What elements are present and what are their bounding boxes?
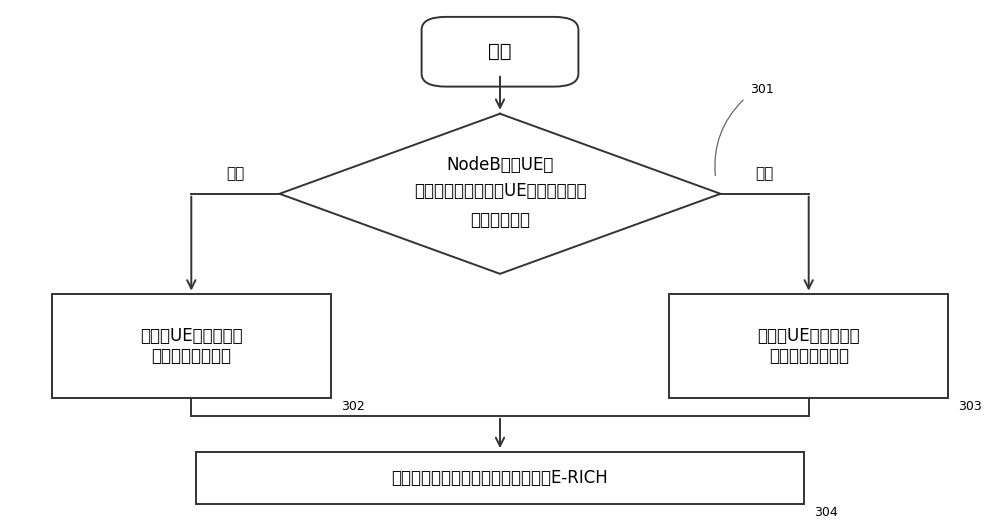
Text: 还是多流传输: 还是多流传输 <box>470 211 530 229</box>
Text: 多流: 多流 <box>755 166 774 181</box>
Text: 秩自适应指示信息: 秩自适应指示信息 <box>151 347 231 365</box>
Text: 开始: 开始 <box>488 42 512 61</box>
Text: NodeB根据UE的: NodeB根据UE的 <box>446 157 554 174</box>
Text: 301: 301 <box>750 83 774 96</box>
Bar <box>196 452 804 504</box>
Text: 302: 302 <box>341 401 364 413</box>
Bar <box>52 295 331 398</box>
Text: 单流: 单流 <box>226 166 245 181</box>
Text: 秩自适应指示信息: 秩自适应指示信息 <box>769 347 849 365</box>
Text: 303: 303 <box>958 401 982 413</box>
Text: 304: 304 <box>814 506 837 519</box>
Text: 生成该UE多流传输的: 生成该UE多流传输的 <box>757 327 860 345</box>
Polygon shape <box>280 114 720 274</box>
Text: 发送承载该用户秩自适应指示信息的E-RICH: 发送承载该用户秩自适应指示信息的E-RICH <box>392 469 608 487</box>
Bar <box>669 295 948 398</box>
FancyBboxPatch shape <box>422 17 578 86</box>
Text: 生成该UE单流传输的: 生成该UE单流传输的 <box>140 327 243 345</box>
Text: 上行信道情况确定该UE采用单流传输: 上行信道情况确定该UE采用单流传输 <box>414 182 586 200</box>
